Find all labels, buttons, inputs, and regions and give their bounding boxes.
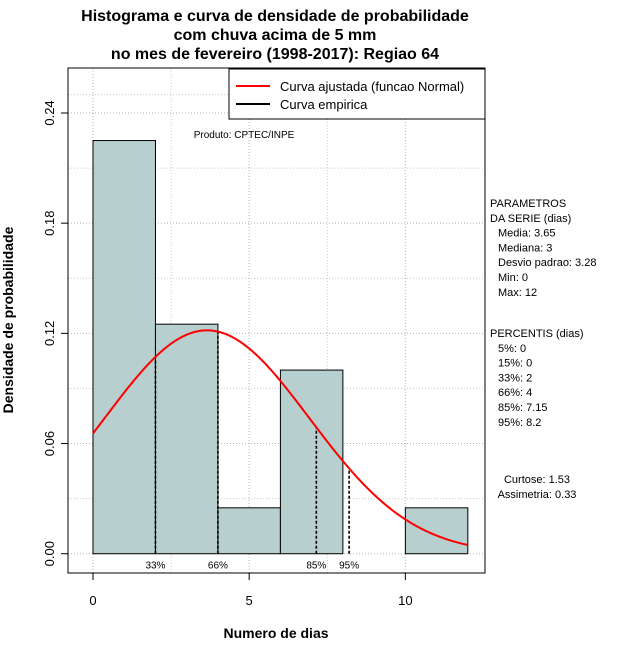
y-tick-label-3: 0.18 (42, 211, 57, 236)
percentile-label-1: 33% (145, 561, 165, 572)
histogram-bar-2 (154, 323, 219, 555)
x-tick-label-2: 10 (398, 593, 412, 608)
percentil-line-1: PERCENTIS (dias) (490, 328, 584, 340)
chart-title: Histograma e curva de densidade de proba… (81, 8, 469, 63)
percentil-line-5: 66%: 4 (498, 387, 532, 399)
percentil-line-4: 33%: 2 (498, 372, 532, 384)
histogram-bars (92, 140, 469, 555)
histogram-bar-3 (217, 507, 281, 555)
y-tick-label-4: 0.24 (42, 100, 57, 125)
percentile-label-2: 66% (208, 561, 228, 572)
x-tick-label-0: 0 (89, 593, 96, 608)
histogram-bar-4 (279, 369, 344, 555)
fitted-normal-curve (92, 329, 469, 546)
param-line-5: Desvio padrao: 3.28 (498, 257, 596, 269)
param-line-4: Mediana: 3 (498, 242, 552, 254)
percentil-line-2: 5%: 0 (498, 343, 526, 355)
y-axis: 0.00 0.06 0.12 0.18 0.24 (42, 100, 68, 566)
legend-box (228, 68, 486, 120)
percentil-line-3: 15%: 0 (498, 358, 532, 370)
param-line-6: Min: 0 (498, 272, 528, 284)
fitted-curve-layer (92, 329, 469, 546)
legend-label-1: Curva ajustada (funcao Normal) (280, 79, 464, 94)
histogram-bar-6 (404, 507, 469, 555)
percentil-line-6: 85%: 7.15 (498, 402, 548, 414)
percentile-label-4: 95% (339, 561, 359, 572)
curtose-value: Curtose: 1.53 (504, 474, 570, 486)
y-tick-label-0: 0.00 (42, 541, 57, 566)
y-axis-label: Densidade de probabilidade (0, 226, 16, 413)
param-line-1: PARAMETROS (490, 198, 566, 210)
percentile-lines: 33% 66% 85% 95% (145, 331, 359, 572)
param-line-7: Max: 12 (498, 287, 537, 299)
statistics-panel: PARAMETROS DA SERIE (dias) Media: 3.65 Medi… (490, 198, 596, 501)
annotation-produto: Produto: CPTEC/INPE (194, 130, 295, 141)
param-line-2: DA SERIE (dias) (490, 213, 571, 225)
x-axis-label: Numero de dias (223, 625, 328, 641)
title-line-3: no mes de fevereiro (1998-2017): Regiao … (111, 46, 439, 63)
assimetria-value: Assimetria: 0.33 (498, 489, 577, 501)
x-axis: 0 5 10 (89, 572, 413, 608)
y-tick-label-2: 0.12 (42, 321, 57, 346)
param-line-3: Media: 3.65 (498, 228, 555, 240)
percentile-label-3: 85% (306, 561, 326, 572)
legend: Curva ajustada (funcao Normal) Curva empi… (228, 68, 486, 120)
percentil-line-7: 95%: 8.2 (498, 417, 541, 429)
histogram-bar-1 (92, 140, 156, 555)
x-tick-label-1: 5 (246, 593, 253, 608)
y-tick-label-1: 0.06 (42, 431, 57, 456)
title-line-2: com chuva acima de 5 mm (174, 27, 377, 44)
title-line-1: Histograma e curva de densidade de proba… (81, 8, 469, 25)
legend-label-2: Curva empirica (280, 97, 368, 112)
